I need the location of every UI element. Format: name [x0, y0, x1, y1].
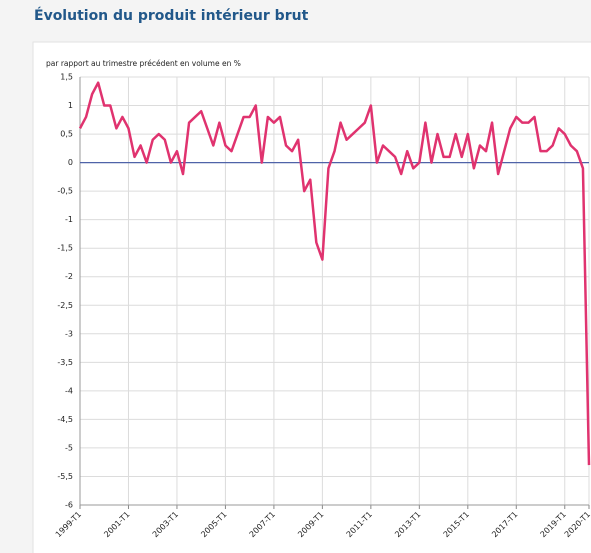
y-tick-label: -3,5: [57, 358, 73, 367]
panel: [32, 41, 591, 553]
y-tick-label: 0: [68, 158, 73, 167]
y-tick-label: -3: [65, 329, 73, 338]
line-series: [78, 81, 591, 466]
y-tick-label: 1,5: [60, 73, 73, 82]
chart-subtitle: par rapport au trimestre précédent en vo…: [46, 59, 241, 68]
y-tick-label: -4,5: [57, 415, 73, 424]
y-tick-label: -4: [65, 386, 73, 395]
y-tick-label: -5: [65, 443, 73, 452]
y-tick-label: -0,5: [57, 187, 73, 196]
chart-title: Évolution du produit intérieur brut: [34, 7, 309, 24]
y-tick-label: -6: [65, 501, 73, 510]
y-tick-label: 1: [68, 101, 73, 110]
y-tick-label: -2,5: [57, 301, 73, 310]
y-tick-label: -5,5: [57, 472, 73, 481]
y-tick-label: -1: [65, 215, 73, 224]
y-tick-label: -2: [65, 272, 73, 281]
y-tick-label: -1,5: [57, 244, 73, 253]
y-tick-label: 0,5: [60, 130, 73, 139]
